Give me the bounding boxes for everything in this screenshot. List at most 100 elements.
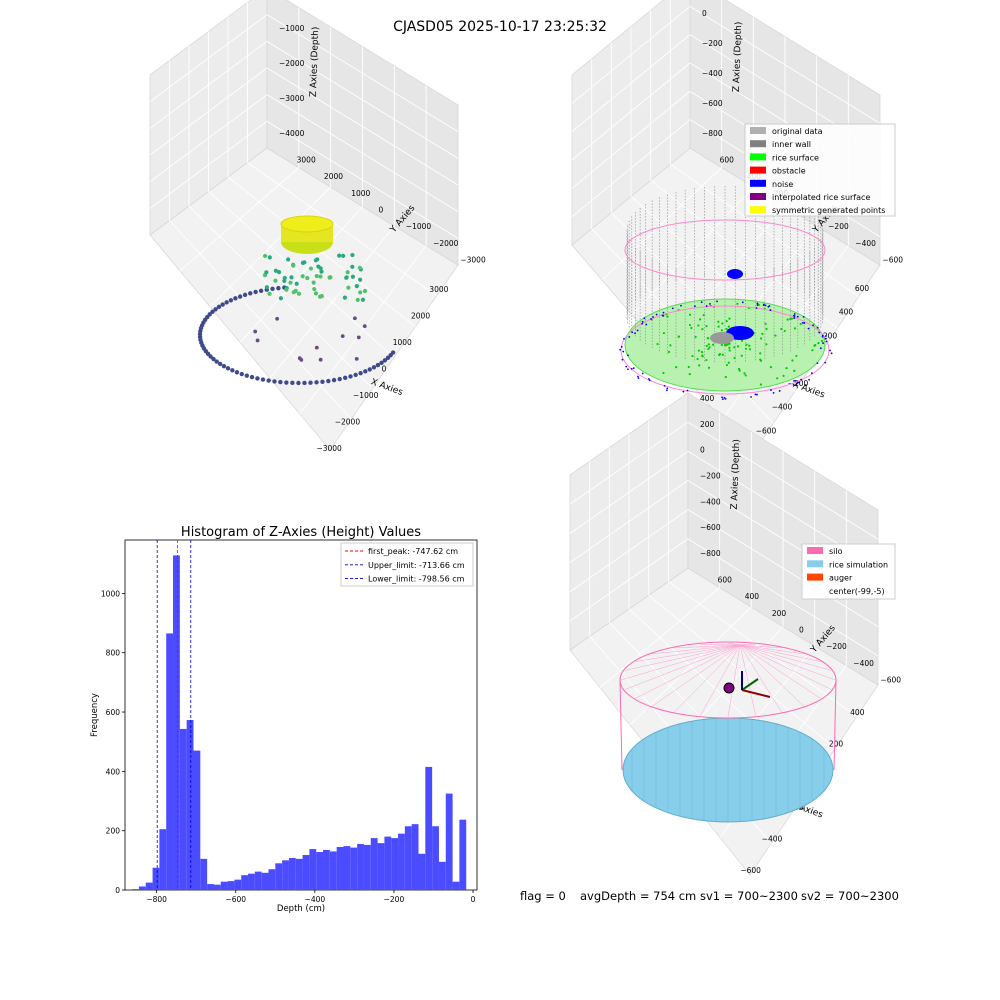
histogram-bar bbox=[220, 881, 228, 890]
sim-grid-line bbox=[687, 421, 879, 540]
simulation-legend-swatch bbox=[807, 573, 823, 581]
raw-data-point bbox=[345, 270, 350, 275]
histogram-x-tick-label: −800 bbox=[146, 895, 167, 904]
histogram-legend-label: first_peak: -747.62 cm bbox=[368, 547, 458, 556]
noise-point bbox=[796, 381, 799, 384]
noise-point bbox=[824, 361, 827, 364]
rice-surface-point bbox=[717, 325, 720, 328]
noise-point bbox=[716, 300, 718, 303]
raw-data-point bbox=[319, 293, 325, 299]
classify-z-tick-label: −600 bbox=[702, 99, 723, 108]
sim-z-tick-label: −600 bbox=[700, 523, 721, 532]
noise-point bbox=[793, 379, 795, 382]
raw-x-tick-label: 2000 bbox=[411, 312, 430, 321]
rice-surface-point bbox=[780, 327, 783, 331]
histogram-bar bbox=[268, 869, 276, 890]
raw-data-point bbox=[284, 380, 289, 385]
raw-x-tick-label: −2000 bbox=[335, 417, 361, 426]
histogram-bar bbox=[295, 858, 303, 890]
histogram-bar bbox=[166, 633, 174, 890]
histogram-legend: first_peak: -747.62 cm Upper_limit: -713.… bbox=[340, 542, 474, 587]
rice-surface-point bbox=[736, 302, 739, 305]
rice-surface-point bbox=[783, 329, 786, 333]
raw-data-point bbox=[337, 376, 342, 382]
rice-surface-point bbox=[728, 317, 731, 320]
raw-data-point bbox=[282, 275, 287, 281]
noise-point bbox=[682, 390, 685, 393]
rice-surface-point bbox=[728, 349, 731, 352]
histogram-bar bbox=[377, 843, 385, 890]
raw-data-point bbox=[270, 286, 275, 292]
raw-data-point bbox=[239, 371, 244, 377]
rice-surface-point bbox=[707, 366, 711, 369]
raw-data-point bbox=[273, 268, 278, 273]
raw-data-point bbox=[363, 369, 368, 374]
histogram-bar bbox=[302, 855, 310, 890]
histogram-y-tick-label: 800 bbox=[106, 649, 121, 658]
rice-surface-point bbox=[738, 367, 741, 371]
rice-surface-point bbox=[705, 344, 708, 348]
rice-surface-point bbox=[738, 369, 741, 372]
rice-surface-point bbox=[720, 329, 723, 332]
raw-data-point bbox=[289, 275, 294, 280]
classify-legend-label: obstacle bbox=[772, 167, 806, 176]
classify-z-tick-label: −800 bbox=[702, 129, 723, 138]
noise-point bbox=[627, 368, 629, 371]
rice-surface-point bbox=[740, 354, 743, 357]
rice-surface-point bbox=[725, 327, 728, 331]
raw-data-point bbox=[357, 265, 363, 271]
simulation-legend-label: auger bbox=[829, 574, 853, 583]
histogram-bar bbox=[370, 838, 378, 890]
classify-legend-label: inner wall bbox=[772, 140, 811, 149]
rice-surface-point bbox=[711, 343, 715, 346]
histogram-bar bbox=[282, 860, 289, 890]
classify-y-tick-label: −400 bbox=[855, 239, 876, 248]
rice-surface-point bbox=[744, 374, 747, 377]
raw-y-tick-label: −3000 bbox=[460, 256, 486, 265]
histogram-bar bbox=[275, 863, 283, 890]
auger-center-marker bbox=[723, 682, 735, 694]
rice-surface-point bbox=[748, 344, 751, 347]
raw-data-point bbox=[358, 370, 363, 376]
raw-data-point bbox=[264, 285, 269, 290]
noise-cluster bbox=[727, 269, 743, 279]
classify-legend-swatch bbox=[750, 206, 766, 214]
simulation-legend-label: silo bbox=[829, 547, 843, 556]
raw-data-point bbox=[288, 280, 293, 285]
simulation-legend-label: rice simulation bbox=[829, 560, 888, 569]
raw-data-point bbox=[342, 375, 348, 381]
simulation-legend-swatch bbox=[807, 560, 823, 568]
noise-point bbox=[686, 389, 689, 392]
raw-data-point bbox=[296, 380, 301, 386]
raw-data-point bbox=[297, 356, 302, 361]
raw-data-point bbox=[286, 257, 291, 262]
raw-data-point bbox=[371, 365, 377, 370]
histogram-bar bbox=[288, 857, 296, 890]
silo-outline bbox=[624, 219, 826, 281]
rice-surface-point bbox=[724, 344, 727, 347]
classify-x-tick-label: −200 bbox=[788, 379, 809, 388]
histogram-xlabel: Depth (cm) bbox=[277, 904, 325, 914]
noise-point bbox=[764, 304, 767, 307]
raw-data-point bbox=[352, 316, 357, 321]
rice-surface-point bbox=[662, 371, 665, 375]
classify-legend-swatch bbox=[750, 127, 766, 134]
rice-surface-point bbox=[759, 358, 762, 361]
sim-y-tick-label: 400 bbox=[745, 592, 760, 601]
classify-x-tick-label: −600 bbox=[756, 426, 777, 435]
raw-data-point bbox=[340, 334, 345, 339]
noise-point bbox=[816, 326, 819, 329]
original-data-cluster bbox=[710, 332, 734, 344]
noise-point bbox=[662, 311, 665, 314]
axis-x-arrow bbox=[741, 689, 771, 698]
rice-surface-point bbox=[727, 361, 730, 364]
classify-legend-label: rice surface bbox=[772, 153, 819, 162]
rice-surface-point bbox=[799, 322, 802, 326]
rice-surface-point bbox=[688, 372, 691, 376]
sim-y-tick-label: −200 bbox=[826, 642, 847, 651]
noise-point bbox=[768, 305, 771, 307]
raw-data-point bbox=[362, 288, 368, 294]
rice-surface-point bbox=[688, 323, 692, 327]
noise-point bbox=[648, 379, 651, 382]
silo-wall bbox=[833, 679, 837, 771]
